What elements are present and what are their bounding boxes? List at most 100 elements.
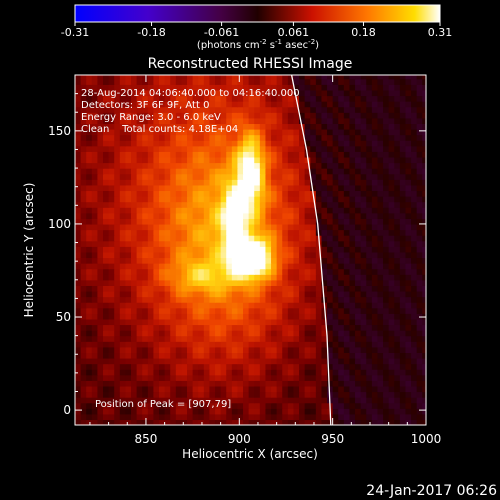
heatmap-cell — [226, 413, 233, 421]
heatmap-cell — [293, 246, 300, 253]
heatmap-cell — [114, 184, 121, 192]
heatmap-cell — [153, 352, 160, 359]
heatmap-cell — [293, 357, 300, 365]
heatmap-cell — [416, 201, 423, 208]
heatmap-cell — [86, 419, 93, 425]
heatmap-cell — [265, 397, 272, 404]
heatmap-cell — [321, 274, 328, 281]
heatmap-cell — [209, 313, 216, 320]
heatmap-cell — [310, 324, 317, 331]
heatmap-cell — [366, 279, 373, 286]
heatmap-cell — [321, 223, 328, 231]
heatmap-cell — [265, 246, 272, 253]
heatmap-cell — [136, 302, 143, 309]
heatmap-cell — [192, 140, 199, 147]
heatmap-cell — [231, 402, 239, 409]
heatmap-cell — [254, 162, 261, 169]
heatmap-cell — [377, 335, 384, 342]
heatmap-cell — [355, 257, 362, 264]
heatmap-cell — [399, 363, 407, 370]
heatmap-cell — [203, 223, 211, 231]
heatmap-cell — [91, 397, 98, 404]
heatmap-cell — [243, 408, 250, 415]
heatmap-cell — [215, 246, 222, 253]
heatmap-cell — [181, 290, 188, 298]
heatmap-cell — [422, 218, 426, 225]
heatmap-cell — [338, 212, 345, 219]
heatmap-cell — [97, 168, 104, 175]
heatmap-cell — [131, 413, 138, 421]
heatmap-cell — [265, 145, 272, 152]
heatmap-cell — [366, 223, 373, 231]
heatmap-cell — [248, 112, 255, 119]
heatmap-cell — [349, 112, 356, 119]
heatmap-cell — [209, 75, 216, 80]
heatmap-cell — [75, 380, 82, 387]
heatmap-cell — [220, 341, 227, 348]
heatmap-cell — [97, 341, 104, 348]
heatmap-cell — [136, 318, 143, 326]
heatmap-cell — [343, 335, 351, 342]
heatmap-cell — [259, 184, 267, 192]
heatmap-cell — [304, 246, 311, 253]
heatmap-cell — [276, 240, 283, 247]
heatmap-cell — [377, 84, 384, 91]
heatmap-cell — [276, 112, 283, 119]
heatmap-cell — [287, 363, 295, 370]
heatmap-cell — [164, 341, 171, 348]
heatmap-cell — [80, 190, 87, 197]
heatmap-cell — [265, 140, 272, 147]
heatmap-cell — [405, 156, 412, 164]
heatmap-cell — [198, 307, 205, 314]
heatmap-cell — [371, 95, 379, 102]
heatmap-cell — [338, 335, 345, 342]
heatmap-cell — [343, 402, 351, 409]
heatmap-cell — [125, 145, 132, 152]
heatmap-cell — [175, 134, 183, 141]
heatmap-cell — [220, 335, 227, 342]
heatmap-cell — [86, 369, 93, 376]
heatmap-cell — [86, 380, 93, 387]
heatmap-cell — [220, 168, 227, 175]
heatmap-cell — [271, 341, 278, 348]
heatmap-cell — [310, 246, 317, 253]
heatmap-cell — [125, 408, 132, 415]
heatmap-cell — [248, 251, 255, 259]
heatmap-cell — [159, 302, 166, 309]
heatmap-cell — [332, 140, 339, 147]
heatmap-cell — [80, 352, 87, 359]
heatmap-cell — [237, 279, 244, 286]
heatmap-cell — [86, 84, 93, 91]
heatmap-cell — [91, 212, 98, 219]
heatmap-cell — [243, 75, 250, 80]
heatmap-cell — [371, 168, 379, 175]
heatmap-cell — [198, 385, 205, 393]
heatmap-cell — [416, 374, 423, 381]
heatmap-cell — [377, 229, 384, 236]
heatmap-cell — [321, 106, 328, 113]
heatmap-cell — [388, 128, 395, 136]
heatmap-cell — [75, 290, 82, 298]
heatmap-cell — [226, 318, 233, 326]
heatmap-cell — [259, 380, 267, 387]
heatmap-cell — [142, 397, 149, 404]
heatmap-cell — [383, 318, 390, 326]
heatmap-cell — [282, 251, 289, 259]
heatmap-cell — [282, 240, 289, 247]
heatmap-cell — [411, 335, 418, 342]
heatmap-cell — [80, 402, 87, 409]
heatmap-cell — [131, 352, 138, 359]
heatmap-cell — [215, 173, 222, 180]
heatmap-cell — [405, 201, 412, 208]
heatmap-cell — [226, 112, 233, 119]
heatmap-cell — [259, 75, 267, 80]
heatmap-cell — [332, 123, 339, 130]
heatmap-cell — [164, 173, 171, 180]
heatmap-cell — [287, 128, 295, 136]
heatmap-cell — [243, 419, 250, 425]
heatmap-cell — [97, 402, 104, 409]
heatmap-cell — [226, 162, 233, 169]
heatmap-cell — [332, 173, 339, 180]
heatmap-cell — [231, 391, 239, 398]
heatmap-cell — [237, 173, 244, 180]
